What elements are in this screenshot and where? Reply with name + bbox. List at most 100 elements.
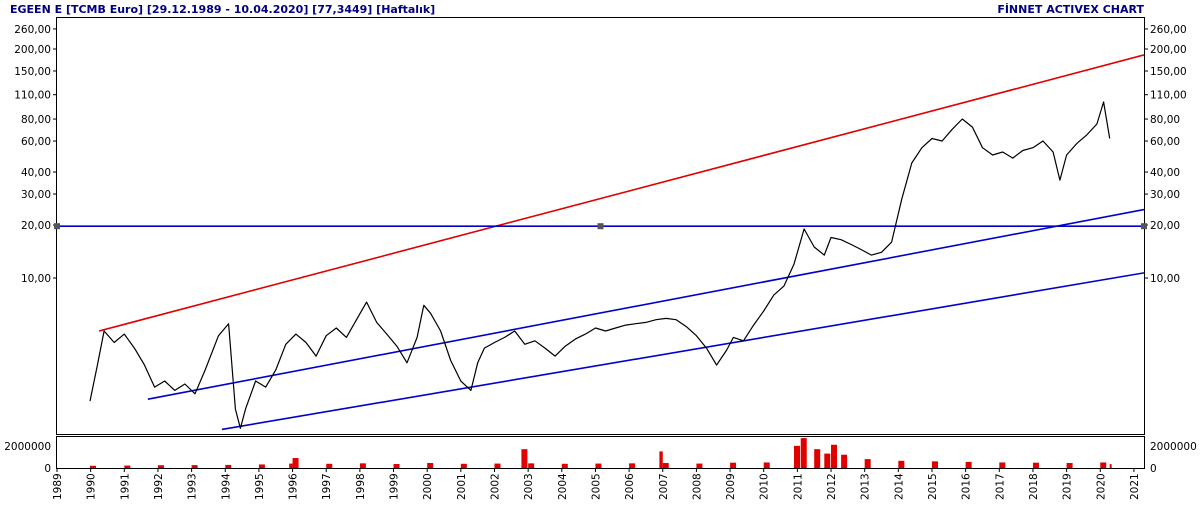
x-tick-label: 2015 bbox=[927, 473, 939, 500]
x-tick-label: 2014 bbox=[893, 473, 905, 500]
x-tick-label: 2011 bbox=[792, 473, 804, 500]
volume-bar bbox=[1100, 462, 1107, 468]
volume-bar bbox=[814, 449, 821, 468]
x-tick-label: 2003 bbox=[523, 473, 535, 500]
y-tick-label-left: 150,00 bbox=[14, 66, 51, 78]
volume-bar bbox=[225, 464, 232, 468]
volume-bar bbox=[898, 460, 905, 468]
volume-bar bbox=[292, 458, 299, 468]
volume-bar bbox=[460, 463, 467, 468]
volume-bar bbox=[89, 465, 96, 468]
price-axis-right: 260,00 200,00 150,00 110,00 80,00 60,00 40,00 3… bbox=[1144, 24, 1187, 285]
x-tick-label: 1998 bbox=[355, 473, 367, 500]
price-layer bbox=[89, 101, 1111, 429]
x-tick-label: 1997 bbox=[321, 473, 333, 500]
volume-bar bbox=[521, 449, 528, 468]
x-tick-label: 2001 bbox=[456, 473, 468, 500]
x-tick-label: 2018 bbox=[1028, 473, 1040, 500]
volume-bar bbox=[1109, 464, 1112, 468]
y-tick-label-left: 40,00 bbox=[21, 167, 51, 179]
x-tick-label: 1990 bbox=[86, 473, 98, 500]
resistance-trendline bbox=[98, 54, 1145, 332]
volume-bar bbox=[528, 463, 535, 468]
volume-bar bbox=[659, 451, 663, 468]
y-tick-label-right: 200,00 bbox=[1150, 44, 1187, 56]
x-tick-label: 2008 bbox=[691, 473, 703, 500]
x-tick-label: 1999 bbox=[389, 473, 401, 500]
volume-tick-label-left: 2000000 bbox=[4, 441, 51, 453]
volume-bar bbox=[794, 445, 801, 468]
volume-bar bbox=[191, 465, 198, 468]
volume-bar bbox=[864, 459, 871, 468]
volume-bar bbox=[494, 463, 501, 468]
x-tick-label: 1992 bbox=[153, 473, 165, 500]
volume-bar bbox=[157, 465, 164, 468]
x-tick-label: 2000 bbox=[422, 473, 434, 500]
y-tick-label-right: 20,00 bbox=[1150, 220, 1180, 232]
volume-bar bbox=[258, 464, 265, 468]
volume-bar bbox=[326, 463, 333, 468]
y-tick-label-right: 60,00 bbox=[1150, 136, 1180, 148]
volume-bar bbox=[427, 463, 434, 468]
y-tick-label-left: 30,00 bbox=[21, 189, 51, 201]
y-tick-label-right: 40,00 bbox=[1150, 167, 1180, 179]
x-tick-label: 1991 bbox=[119, 473, 131, 500]
x-tick-label: 1996 bbox=[288, 473, 300, 500]
line-handle bbox=[597, 223, 604, 230]
volume-bar bbox=[841, 454, 848, 468]
line-handle bbox=[54, 223, 60, 230]
volume-bar bbox=[696, 463, 703, 468]
volume-axis-right: 2000000 0 bbox=[1150, 441, 1197, 475]
y-tick-label-right: 30,00 bbox=[1150, 189, 1180, 201]
volume-bar bbox=[831, 444, 838, 468]
x-tick-label: 2005 bbox=[590, 473, 602, 500]
x-tick-label: 2006 bbox=[624, 473, 636, 500]
y-tick-label-right: 260,00 bbox=[1150, 24, 1187, 36]
support-trendline bbox=[221, 272, 1145, 431]
x-tick-label: 2021 bbox=[1129, 473, 1141, 500]
volume-bar bbox=[763, 462, 770, 468]
x-tick-label: 1995 bbox=[254, 473, 266, 500]
volume-bar bbox=[931, 461, 938, 468]
y-tick-label-left: 80,00 bbox=[21, 114, 51, 126]
volume-tick-label-right: 0 bbox=[1150, 463, 1157, 475]
x-tick-label: 2013 bbox=[860, 473, 872, 500]
x-tick-label: 2007 bbox=[658, 473, 670, 500]
x-tick-label: 2019 bbox=[1062, 473, 1074, 500]
volume-bar bbox=[124, 465, 131, 468]
volume-bar bbox=[824, 453, 831, 468]
volume-bar bbox=[965, 461, 972, 468]
trendline-layer bbox=[54, 54, 1147, 431]
volume-bar bbox=[1066, 463, 1073, 468]
volume-bar bbox=[999, 462, 1006, 468]
volume-layer bbox=[89, 438, 1112, 468]
x-tick-label: 2017 bbox=[994, 473, 1006, 500]
y-tick-label-left: 60,00 bbox=[21, 136, 51, 148]
y-tick-label-right: 10,00 bbox=[1150, 273, 1180, 285]
x-tick-label: 2004 bbox=[557, 473, 569, 500]
volume-panel-frame bbox=[56, 436, 1145, 469]
x-tick-label: 1989 bbox=[52, 473, 64, 500]
x-tick-label: 2012 bbox=[826, 473, 838, 500]
x-tick-label: 2020 bbox=[1095, 473, 1107, 500]
x-tick-label: 1994 bbox=[220, 473, 232, 500]
volume-bar bbox=[629, 463, 636, 468]
volume-bar bbox=[800, 438, 807, 468]
volume-bar bbox=[393, 464, 400, 468]
volume-bar bbox=[561, 463, 568, 468]
volume-axis-left: 2000000 0 bbox=[4, 441, 51, 475]
y-tick-label-left: 10,00 bbox=[21, 273, 51, 285]
volume-bar bbox=[730, 462, 737, 468]
brand-label: FİNNET ACTIVEX CHART bbox=[997, 2, 1144, 16]
volume-bar bbox=[289, 463, 293, 468]
y-tick-label-left: 20,00 bbox=[21, 220, 51, 232]
x-tick-label: 2016 bbox=[961, 473, 973, 500]
x-tick-label: 2009 bbox=[725, 473, 737, 500]
chart-title: EGEEN E [TCMB Euro] [29.12.1989 - 10.04.… bbox=[10, 3, 435, 16]
x-tick-label: 2002 bbox=[489, 473, 501, 500]
volume-bar bbox=[595, 463, 602, 468]
price-series-line bbox=[89, 101, 1111, 429]
y-tick-label-left: 200,00 bbox=[14, 44, 51, 56]
x-tick-label: 1993 bbox=[187, 473, 199, 500]
